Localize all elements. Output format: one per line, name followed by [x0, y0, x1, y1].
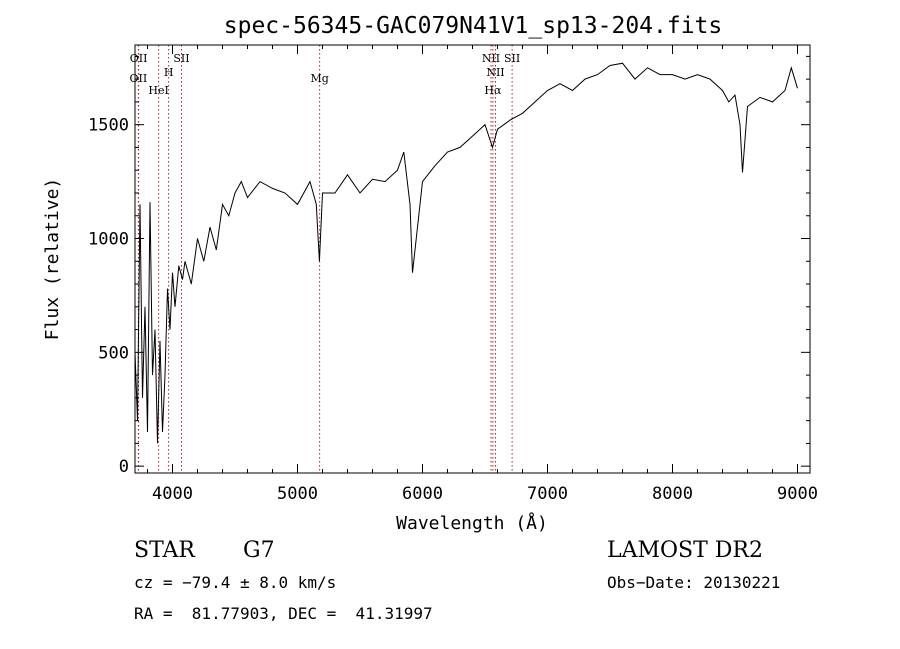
coordinates: RA = 81.77903, DEC = 41.31997 — [134, 604, 433, 623]
emission-line-label: H — [164, 66, 174, 79]
emission-line-label: NII — [486, 66, 504, 79]
y-tick-label: 1500 — [88, 116, 129, 136]
x-tick-label: 7000 — [527, 484, 568, 504]
x-tick-label: 5000 — [277, 484, 318, 504]
chart-title: spec-56345-GAC079N41V1_sp13-204.fits — [224, 13, 723, 39]
object-class: STAR — [134, 538, 195, 563]
y-tick-label: 0 — [119, 457, 129, 477]
spectrum-line — [134, 62, 798, 444]
plot-frame — [134, 44, 811, 474]
emission-line-label: Hα — [484, 84, 502, 97]
y-axis-ticks: 0 500 1000 1500 — [88, 55, 810, 477]
x-tick-label: 9000 — [777, 484, 818, 504]
object-subclass: G7 — [243, 538, 275, 563]
y-tick-label: 1000 — [88, 230, 129, 250]
x-axis-ticks: 4000 5000 6000 7000 8000 9000 — [147, 45, 818, 504]
emission-line-label: Mg — [310, 72, 328, 85]
survey-name: LAMOST DR2 — [607, 538, 763, 563]
emission-line-label: NII — [482, 52, 500, 65]
emission-line-label: HeI — [148, 84, 168, 97]
x-tick-label: 6000 — [402, 484, 443, 504]
y-tick-label: 500 — [98, 343, 129, 363]
redshift-velocity: cz = −79.4 ± 8.0 km/s — [134, 573, 337, 592]
x-tick-label: 4000 — [152, 484, 193, 504]
emission-line-label: OII — [130, 52, 148, 65]
emission-line-label: SII — [173, 52, 189, 65]
observation-date: Obs−Date: 20130221 — [607, 573, 781, 592]
y-axis-label: Flux (relative) — [42, 178, 63, 341]
emission-line-label: SII — [504, 52, 520, 65]
x-axis-label: Wavelength (Å) — [396, 512, 548, 534]
x-tick-label: 8000 — [652, 484, 693, 504]
